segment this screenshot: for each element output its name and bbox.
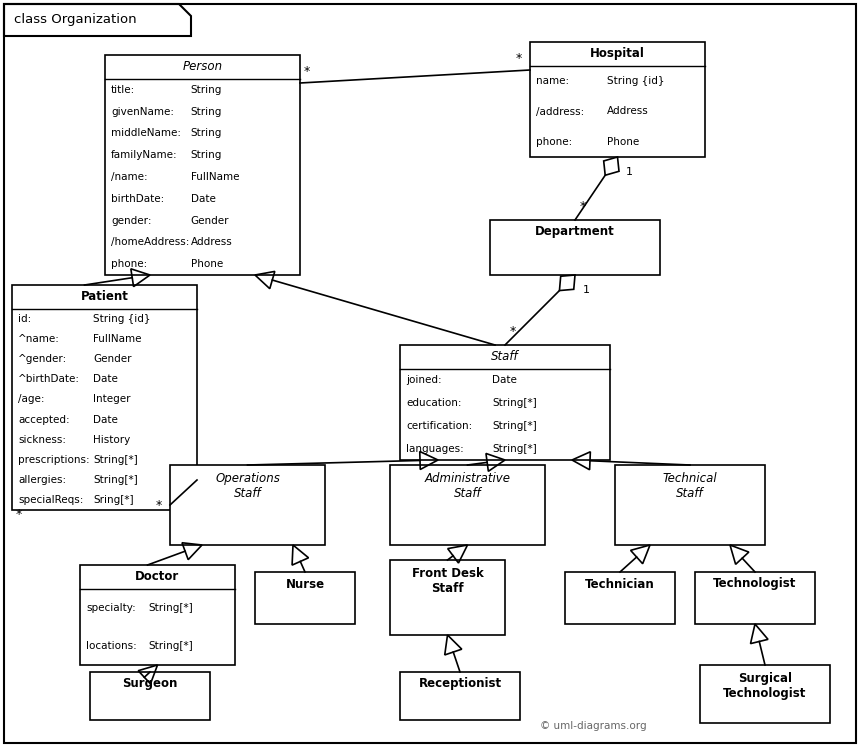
Text: Date: Date <box>94 374 119 385</box>
Text: *: * <box>16 508 22 521</box>
Text: FullName: FullName <box>94 334 142 344</box>
Text: specialty:: specialty: <box>86 603 136 613</box>
Text: String {id}: String {id} <box>607 76 665 86</box>
Text: /age:: /age: <box>18 394 45 404</box>
Text: String[*]: String[*] <box>94 475 138 485</box>
Text: Receptionist: Receptionist <box>419 678 501 690</box>
Bar <box>12 285 197 510</box>
Bar <box>615 465 765 545</box>
Text: Patient: Patient <box>81 291 128 303</box>
Text: /address:: /address: <box>536 107 584 117</box>
Text: Staff: Staff <box>491 350 519 364</box>
Text: Gender: Gender <box>94 354 132 365</box>
Text: ^birthDate:: ^birthDate: <box>18 374 80 385</box>
Text: specialReqs:: specialReqs: <box>18 495 83 505</box>
Text: /homeAddress:: /homeAddress: <box>111 238 189 247</box>
Text: String[*]: String[*] <box>493 421 538 431</box>
Text: String: String <box>191 85 222 95</box>
Text: Address: Address <box>607 107 648 117</box>
Bar <box>400 345 610 460</box>
Text: Date: Date <box>191 193 216 204</box>
Text: Department: Department <box>535 226 615 238</box>
Text: sickness:: sickness: <box>18 435 66 444</box>
Text: *: * <box>510 325 516 338</box>
Text: Technician: Technician <box>585 577 654 590</box>
Text: 1: 1 <box>583 285 590 295</box>
Bar <box>530 42 705 157</box>
Text: 1: 1 <box>625 167 632 177</box>
Text: Date: Date <box>94 415 119 424</box>
Text: Technical
Staff: Technical Staff <box>663 472 717 500</box>
Text: © uml-diagrams.org: © uml-diagrams.org <box>540 721 647 731</box>
Text: *: * <box>516 52 522 65</box>
Text: ^gender:: ^gender: <box>18 354 67 365</box>
Text: familyName:: familyName: <box>111 150 178 160</box>
Text: Administrative
Staff: Administrative Staff <box>425 472 511 500</box>
Text: Technologist: Technologist <box>713 577 796 590</box>
Text: Phone: Phone <box>607 137 639 147</box>
Text: String[*]: String[*] <box>148 603 193 613</box>
Bar <box>695 572 815 624</box>
Text: String: String <box>191 128 222 138</box>
Text: phone:: phone: <box>536 137 572 147</box>
Text: Operations
Staff: Operations Staff <box>215 472 280 500</box>
Text: phone:: phone: <box>111 259 147 269</box>
Bar <box>490 220 660 275</box>
Bar <box>390 560 505 635</box>
Text: Address: Address <box>191 238 232 247</box>
Text: String {id}: String {id} <box>94 314 150 324</box>
Text: Surgical
Technologist: Surgical Technologist <box>723 672 807 700</box>
Bar <box>80 565 235 665</box>
Text: Gender: Gender <box>191 216 230 226</box>
Bar <box>400 672 520 720</box>
Text: certification:: certification: <box>406 421 472 431</box>
Text: ^name:: ^name: <box>18 334 60 344</box>
Text: education:: education: <box>406 398 462 408</box>
Text: Nurse: Nurse <box>286 577 324 590</box>
Text: String[*]: String[*] <box>148 641 193 651</box>
Text: name:: name: <box>536 76 569 86</box>
Text: middleName:: middleName: <box>111 128 181 138</box>
Text: Hospital: Hospital <box>590 48 645 61</box>
Text: FullName: FullName <box>191 172 239 182</box>
Text: String: String <box>191 107 222 117</box>
Text: id:: id: <box>18 314 31 324</box>
Text: joined:: joined: <box>406 376 442 385</box>
Text: Sring[*]: Sring[*] <box>94 495 134 505</box>
Text: *: * <box>580 200 587 213</box>
Text: String[*]: String[*] <box>493 398 538 408</box>
Bar <box>170 465 325 545</box>
Bar <box>390 465 545 545</box>
Text: gender:: gender: <box>111 216 151 226</box>
Bar <box>700 665 830 723</box>
Text: locations:: locations: <box>86 641 137 651</box>
Text: title:: title: <box>111 85 135 95</box>
Text: allergies:: allergies: <box>18 475 66 485</box>
Text: class Organization: class Organization <box>14 13 137 26</box>
Text: prescriptions:: prescriptions: <box>18 455 89 465</box>
Text: *: * <box>156 499 163 512</box>
Text: Doctor: Doctor <box>135 571 180 583</box>
Text: Phone: Phone <box>191 259 223 269</box>
Text: givenName:: givenName: <box>111 107 174 117</box>
Bar <box>255 572 355 624</box>
Text: birthDate:: birthDate: <box>111 193 164 204</box>
Bar <box>565 572 675 624</box>
Text: History: History <box>94 435 131 444</box>
Text: String[*]: String[*] <box>493 444 538 453</box>
Text: Person: Person <box>182 61 223 73</box>
Text: /name:: /name: <box>111 172 148 182</box>
Text: Front Desk
Staff: Front Desk Staff <box>412 567 483 595</box>
Text: String[*]: String[*] <box>94 455 138 465</box>
Text: String: String <box>191 150 222 160</box>
Text: Integer: Integer <box>94 394 131 404</box>
Bar <box>90 672 210 720</box>
Bar <box>105 55 300 275</box>
Text: *: * <box>304 65 310 78</box>
Text: Date: Date <box>493 376 517 385</box>
Text: accepted:: accepted: <box>18 415 70 424</box>
Text: Surgeon: Surgeon <box>122 678 178 690</box>
Text: languages:: languages: <box>406 444 464 453</box>
